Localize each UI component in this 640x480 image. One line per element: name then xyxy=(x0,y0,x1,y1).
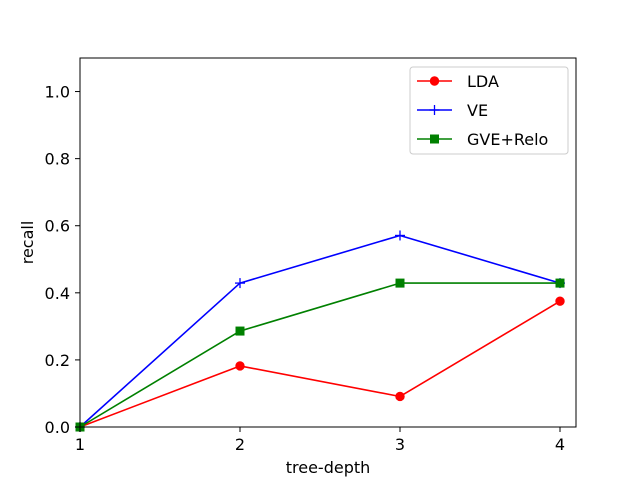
data-point-gve-relo xyxy=(235,326,245,336)
x-axis-label: tree-depth xyxy=(286,458,371,477)
data-point-ve xyxy=(235,278,245,289)
legend-label: LDA xyxy=(467,72,499,91)
legend-item-gve-relo: GVE+Relo xyxy=(417,130,548,149)
legend: LDA VE GVE+Relo xyxy=(409,66,569,155)
legend-item-lda: LDA xyxy=(417,72,499,91)
legend-item-ve: VE xyxy=(417,101,488,120)
data-point-gve-relo xyxy=(555,278,565,288)
x-tick-label: 1 xyxy=(75,435,85,454)
y-tick-label: 0.8 xyxy=(45,150,70,169)
legend-label: VE xyxy=(467,101,488,120)
x-tick-label: 4 xyxy=(555,435,565,454)
plot-frame xyxy=(79,57,577,428)
series-line-lda xyxy=(79,300,561,428)
y-tick-label: 0.6 xyxy=(45,217,70,236)
y-axis-label: recall xyxy=(18,221,37,265)
legend-label: GVE+Relo xyxy=(467,130,548,149)
y-tick-label: 0.4 xyxy=(45,284,70,303)
legend-marker xyxy=(430,134,439,144)
data-point-gve-relo xyxy=(395,278,405,288)
legend-marker xyxy=(429,105,440,115)
x-tick-label: 3 xyxy=(395,435,405,454)
legend-box xyxy=(409,66,569,155)
y-tick-label: 0.2 xyxy=(45,351,70,370)
data-point-lda xyxy=(555,296,565,306)
series-line-gve-relo xyxy=(79,282,560,428)
data-point-lda xyxy=(235,361,245,371)
y-tick-label: 0.0 xyxy=(45,418,70,437)
legend-marker xyxy=(429,76,440,86)
y-axis-ticks: 0.0 0.2 0.4 0.6 0.8 1.0 xyxy=(45,83,80,437)
data-point-ve xyxy=(395,230,405,241)
data-point-lda xyxy=(395,391,405,402)
x-axis-ticks: 1 2 3 4 xyxy=(75,427,565,454)
y-tick-label: 1.0 xyxy=(45,83,70,102)
series-line-ve xyxy=(79,234,561,428)
x-tick-label: 2 xyxy=(235,435,245,454)
